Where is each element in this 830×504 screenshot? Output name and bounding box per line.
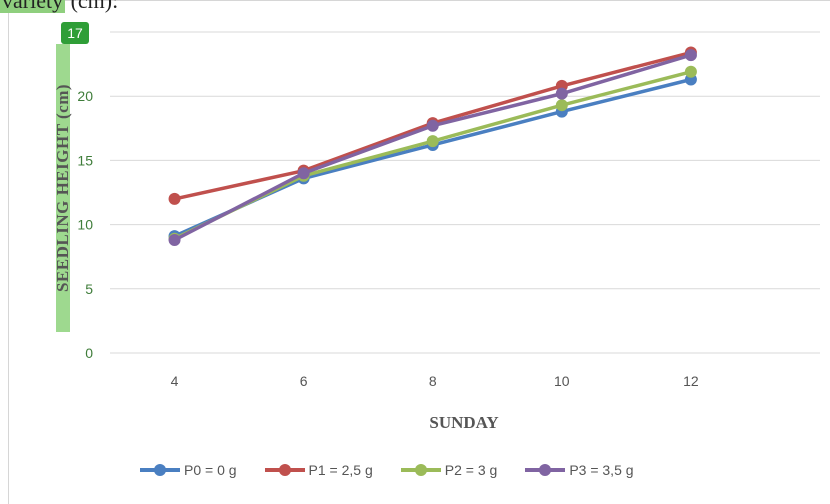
y-tick-label: 20 <box>77 88 93 104</box>
legend-swatch <box>525 464 566 476</box>
x-axis-label: SUNDAY <box>429 413 499 432</box>
legend-swatch <box>140 464 180 476</box>
y-tick-label: 15 <box>77 152 93 168</box>
y-tick-label: 10 <box>77 217 93 233</box>
data-point <box>168 234 181 247</box>
legend: P0 = 0 g P1 = 2,5 g P2 = 3 g P3 = 3,5 g <box>140 462 634 478</box>
data-point <box>426 135 439 148</box>
caption-unit: (cm): <box>65 0 119 13</box>
x-tick-label: 10 <box>554 373 570 389</box>
legend-swatch <box>264 464 305 476</box>
top-border <box>0 0 830 1</box>
legend-marker <box>414 464 427 476</box>
y-tick-label: 5 <box>85 281 93 297</box>
x-tick-label: 4 <box>171 373 179 389</box>
ylabel-highlight <box>56 44 70 332</box>
legend-label: P3 = 3,5 g <box>569 462 634 478</box>
legend-item: P3 = 3,5 g <box>525 462 634 478</box>
legend-swatch <box>400 464 441 476</box>
page-badge: 17 <box>61 22 89 44</box>
caption-text: variety (cm): <box>0 0 118 14</box>
series-line-2 <box>173 70 692 241</box>
legend-item: P2 = 3 g <box>400 462 498 478</box>
data-point <box>555 87 568 100</box>
data-point <box>426 119 439 132</box>
x-tick-label: 8 <box>429 373 437 389</box>
y-tick-label: 0 <box>85 345 93 361</box>
legend-marker <box>154 464 166 476</box>
legend-item: P1 = 2,5 g <box>264 462 373 478</box>
x-tick-label: 6 <box>300 373 308 389</box>
series-line-0 <box>173 77 692 238</box>
legend-label: P0 = 0 g <box>184 462 237 478</box>
legend-label: P2 = 3 g <box>444 462 498 478</box>
legend-label: P1 = 2,5 g <box>308 462 373 478</box>
caption-highlight: variety <box>0 0 66 13</box>
legend-marker <box>539 464 552 476</box>
legend-marker <box>278 464 291 476</box>
data-point <box>168 192 181 205</box>
data-point <box>684 49 697 62</box>
data-point <box>684 65 697 78</box>
data-point <box>555 99 568 112</box>
left-border <box>8 0 9 504</box>
legend-item: P0 = 0 g <box>140 462 237 478</box>
data-point <box>297 167 310 180</box>
x-tick-label: 12 <box>683 373 699 389</box>
